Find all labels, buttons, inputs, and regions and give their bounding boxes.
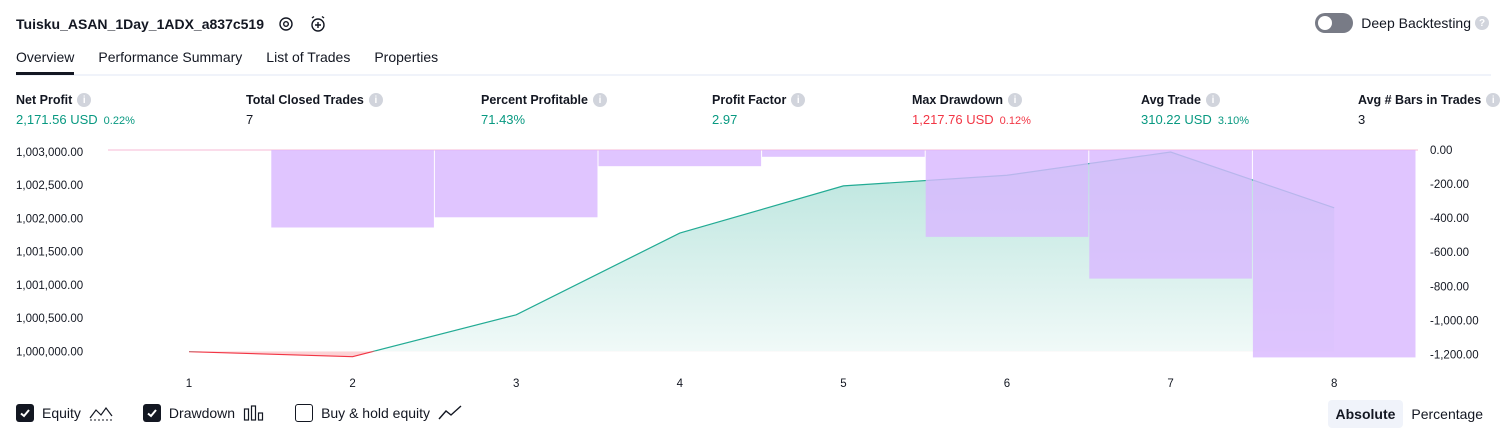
left-axis-tick: 1,000,000.00 [16,346,83,358]
metric-avg-trade: Avg Trade i 310.22 USD 3.10% [1141,93,1249,127]
left-axis-tick: 1,002,000.00 [16,213,83,225]
info-icon[interactable]: i [791,93,806,107]
tab-properties[interactable]: Properties [374,49,439,65]
tab-list-of-trades[interactable]: List of Trades [266,49,351,65]
right-axis: 0.00 -200.00 -400.00 -600.00 -800.00 -1,… [1430,145,1479,361]
x-axis-tick: 6 [1004,378,1010,390]
info-icon[interactable]: i [1008,93,1022,107]
info-icon[interactable]: i [1486,93,1501,107]
right-axis-tick: -800.00 [1430,281,1469,293]
x-axis-tick: 7 [1167,378,1173,390]
metric-percent-profitable: Percent Profitable i 71.43% [481,93,607,127]
metric-value: 2,171.56 USD [16,112,98,127]
metric-label: Percent Profitable [481,93,588,107]
right-axis-tick: -400.00 [1430,213,1469,225]
checkbox-checked-icon[interactable] [142,404,161,422]
legend-label: Drawdown [168,405,236,421]
left-axis: 1,003,000.00 1,002,500.00 1,002,000.00 1… [16,147,83,358]
right-axis-tick: -1,000.00 [1430,315,1479,327]
right-axis-tick: -200.00 [1430,179,1469,191]
x-axis-tick: 5 [840,378,846,390]
metric-max-drawdown: Max Drawdown i 1,217.76 USD 0.12% [912,93,1031,127]
equity-area-below [189,351,1335,357]
chart-legend: Equity Drawdown Buy & hold equity [16,404,492,422]
metric-net-profit: Net Profit i 2,171.56 USD 0.22% [16,93,135,127]
metric-total-closed-trades: Total Closed Trades i 7 [246,93,383,127]
x-axis-tick: 2 [349,378,355,390]
deep-backtesting: Deep Backtesting ? [1315,13,1489,33]
strategy-name: Tuisku_ASAN_1Day_1ADX_a837c519 [16,16,264,32]
help-icon[interactable]: ? [1475,16,1489,30]
metric-value: 1,217.76 USD [912,112,994,127]
left-axis-tick: 1,003,000.00 [16,147,83,159]
legend-label: Buy & hold equity [321,405,431,421]
drawdown-bar [925,150,1089,237]
legend-buy-hold-equity[interactable]: Buy & hold equity [295,404,462,422]
x-axis-tick: 1 [186,378,192,390]
left-axis-tick: 1,001,500.00 [16,247,83,259]
left-axis-tick: 1,001,000.00 [16,280,83,292]
legend-drawdown[interactable]: Drawdown [142,404,265,422]
metric-label: Avg # Bars in Trades [1358,93,1482,107]
deep-backtesting-toggle[interactable] [1315,13,1354,33]
metric-percent: 0.22% [103,115,135,127]
drawdown-bar [271,150,434,228]
metric-percent: 0.12% [999,115,1031,127]
x-axis-tick: 3 [513,378,519,390]
metric-value: 3 [1358,112,1366,127]
metric-value: 71.43% [481,112,526,127]
metric-value: 7 [246,112,254,127]
metric-label: Net Profit [16,93,73,107]
legend-label: Equity [42,405,81,421]
legend-equity[interactable]: Equity [16,404,113,422]
metric-label: Avg Trade [1141,93,1201,107]
tab-performance-summary[interactable]: Performance Summary [98,49,243,65]
equity-line-icon [89,404,113,422]
tab-overview[interactable]: Overview [16,49,75,75]
x-axis: 1 2 3 4 5 6 7 8 [186,378,1338,390]
strategy-header: Tuisku_ASAN_1Day_1ADX_a837c519 [16,12,328,36]
info-icon[interactable]: i [592,93,607,107]
alarm-clock-plus-icon[interactable] [308,14,328,34]
metric-avg-bars-in-trades: Avg # Bars in Trades i 3 [1358,93,1501,127]
drawdown-bar [762,150,925,157]
checkbox-unchecked-icon[interactable] [295,404,314,422]
checkbox-checked-icon[interactable] [16,404,34,422]
tab-bar: Overview Performance Summary List of Tra… [16,48,1491,76]
x-axis-tick: 4 [677,378,684,390]
deep-backtesting-label: Deep Backtesting [1361,15,1471,31]
equity-drawdown-chart[interactable]: 1,003,000.00 1,002,500.00 1,002,000.00 1… [0,140,1507,395]
percentage-button[interactable]: Percentage [1411,406,1483,422]
right-axis-tick: 0.00 [1430,145,1452,157]
info-icon[interactable]: i [368,93,383,107]
drawdown-bar [1089,150,1252,279]
metric-value: 310.22 USD [1141,112,1212,127]
left-axis-tick: 1,000,500.00 [16,313,83,325]
info-icon[interactable]: i [77,93,92,107]
metric-label: Total Closed Trades [246,93,364,107]
drawdown-bar [434,150,598,218]
buy-hold-line-icon [438,404,462,422]
drawdown-bars-icon [243,405,265,421]
absolute-button[interactable]: Absolute [1327,400,1404,428]
metric-label: Profit Factor [712,93,787,107]
info-icon[interactable]: i [1205,93,1220,107]
value-mode-switch: Absolute Percentage [1327,400,1492,428]
metric-percent: 3.10% [1217,115,1250,127]
metric-value: 2.97 [712,112,738,127]
gear-icon[interactable] [276,14,296,34]
right-axis-tick: -600.00 [1430,247,1469,259]
metric-profit-factor: Profit Factor i 2.97 [712,93,806,127]
left-axis-tick: 1,002,500.00 [16,180,83,192]
x-axis-tick: 8 [1331,378,1337,390]
drawdown-bar [1252,150,1416,358]
metric-label: Max Drawdown [912,93,1003,107]
drawdown-bar [598,150,762,167]
right-axis-tick: -1,200.00 [1430,349,1479,361]
drawdown-series [271,150,1416,358]
